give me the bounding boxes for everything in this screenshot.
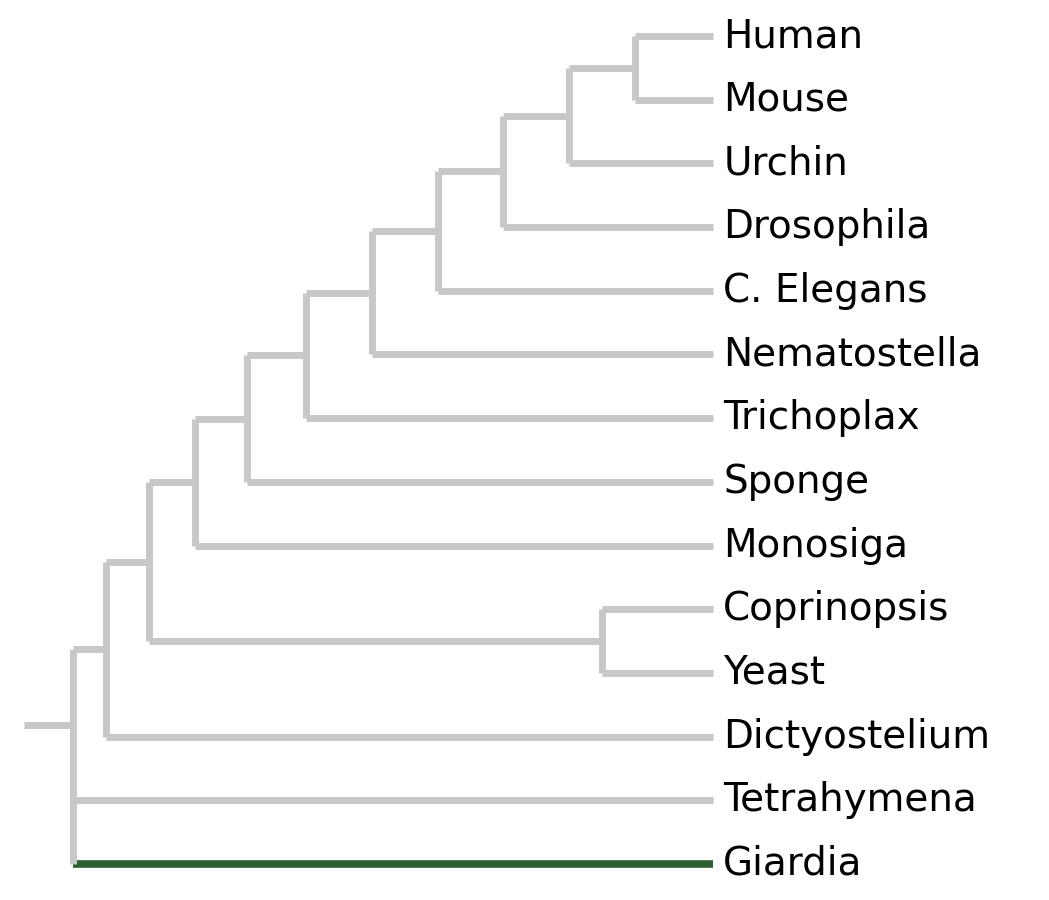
Text: Nematostella: Nematostella [724,336,982,374]
Text: Trichoplax: Trichoplax [724,400,920,437]
Text: Sponge: Sponge [724,463,870,500]
Text: Yeast: Yeast [724,654,826,692]
Text: Dictyostelium: Dictyostelium [724,717,990,756]
Text: Monosiga: Monosiga [724,526,908,564]
Text: Drosophila: Drosophila [724,208,930,246]
Text: C. Elegans: C. Elegans [724,272,927,310]
Text: Tetrahymena: Tetrahymena [724,781,977,819]
Text: Human: Human [724,17,863,55]
Text: Giardia: Giardia [724,845,862,883]
Text: Urchin: Urchin [724,144,848,183]
Text: Mouse: Mouse [724,81,850,119]
Text: Coprinopsis: Coprinopsis [724,590,949,628]
